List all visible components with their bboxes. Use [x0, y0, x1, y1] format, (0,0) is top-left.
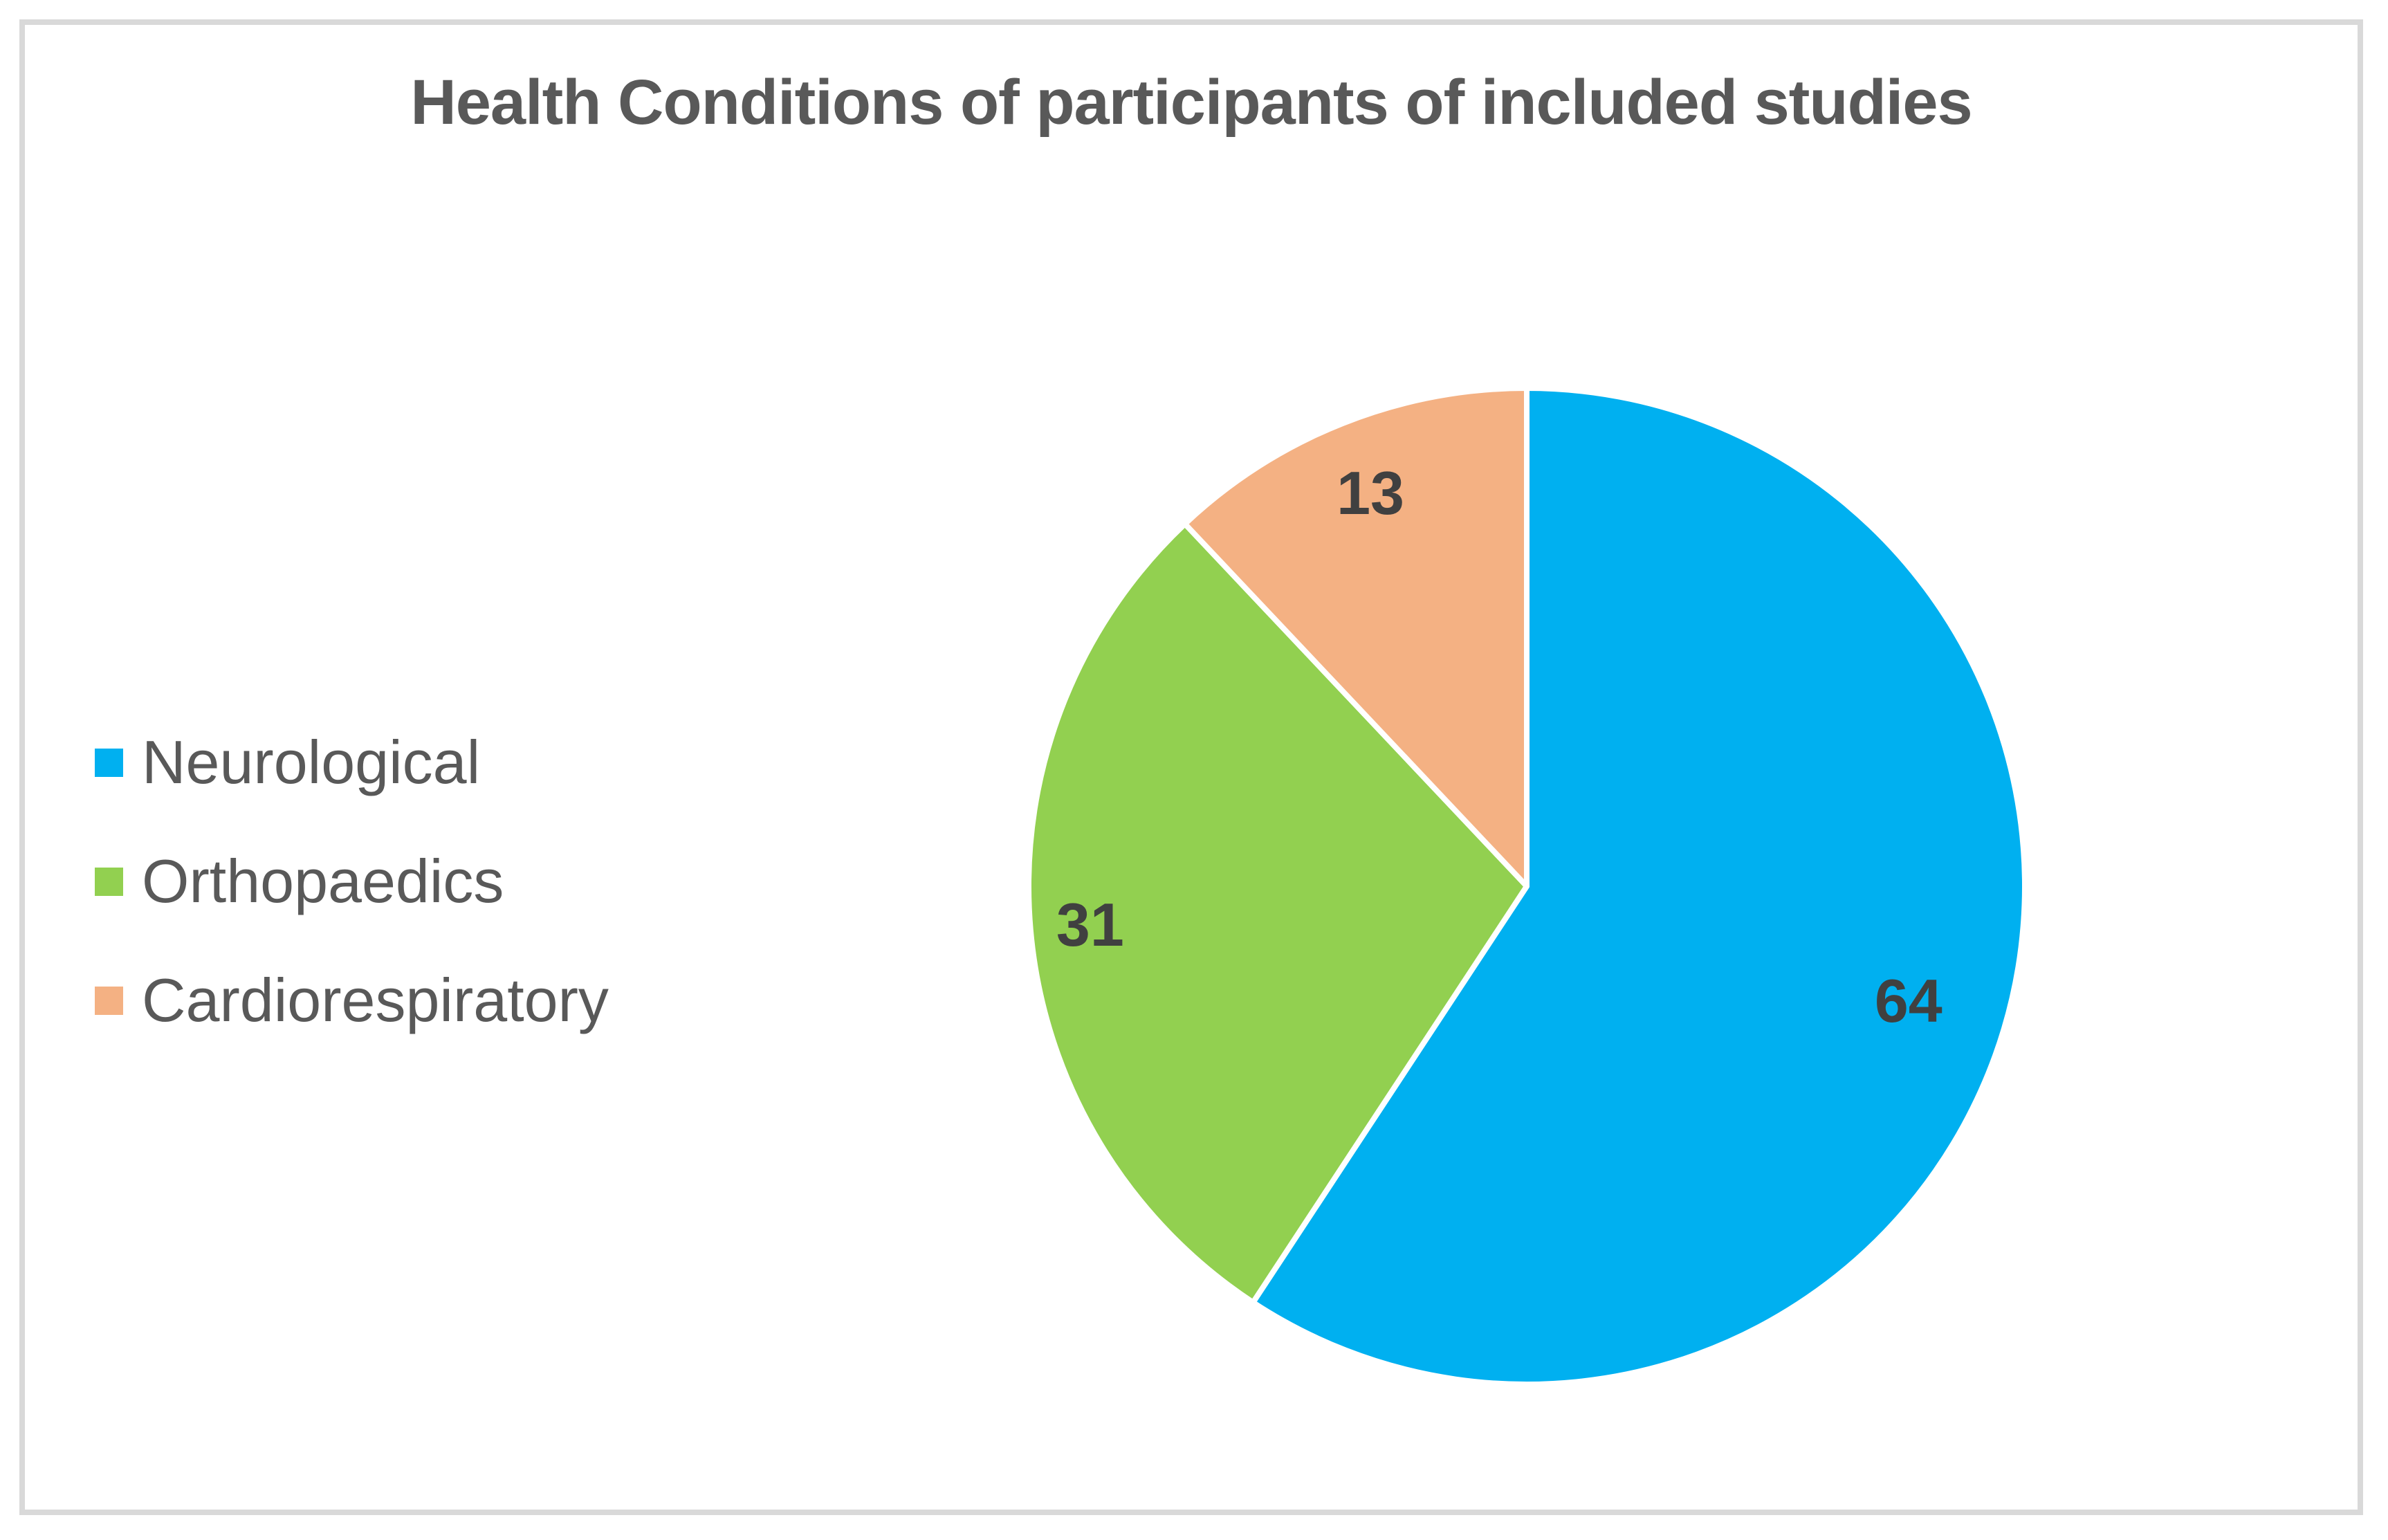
legend-label-neurological: Neurological [142, 728, 481, 796]
data-label-orthopaedics: 31 [1056, 890, 1124, 959]
pie-slice-cardiorespiratory [1182, 385, 1530, 889]
data-label-cardiorespiratory: 13 [1337, 459, 1404, 527]
pie-slice-neurological [1250, 385, 2028, 1387]
chart-frame: Health Conditions of participants of inc… [19, 19, 2363, 1515]
data-label-neurological: 64 [1875, 966, 1942, 1035]
legend-swatch-neurological [95, 748, 123, 777]
legend-swatch-orthopaedics [95, 867, 123, 896]
legend: Neurological Orthopaedics Cardiorespirator… [95, 732, 609, 1031]
legend-label-cardiorespiratory: Cardiorespiratory [142, 966, 609, 1034]
chart-title: Health Conditions of participants of inc… [410, 67, 1972, 138]
legend-item-cardiorespiratory: Cardiorespiratory [95, 970, 609, 1031]
legend-item-neurological: Neurological [95, 732, 609, 793]
pie-slice-orthopaedics [1026, 521, 1530, 1305]
pie-chart: 64 31 13 [1026, 385, 2028, 1387]
legend-item-orthopaedics: Orthopaedics [95, 851, 609, 912]
legend-swatch-cardiorespiratory [95, 986, 123, 1015]
legend-label-orthopaedics: Orthopaedics [142, 847, 504, 915]
